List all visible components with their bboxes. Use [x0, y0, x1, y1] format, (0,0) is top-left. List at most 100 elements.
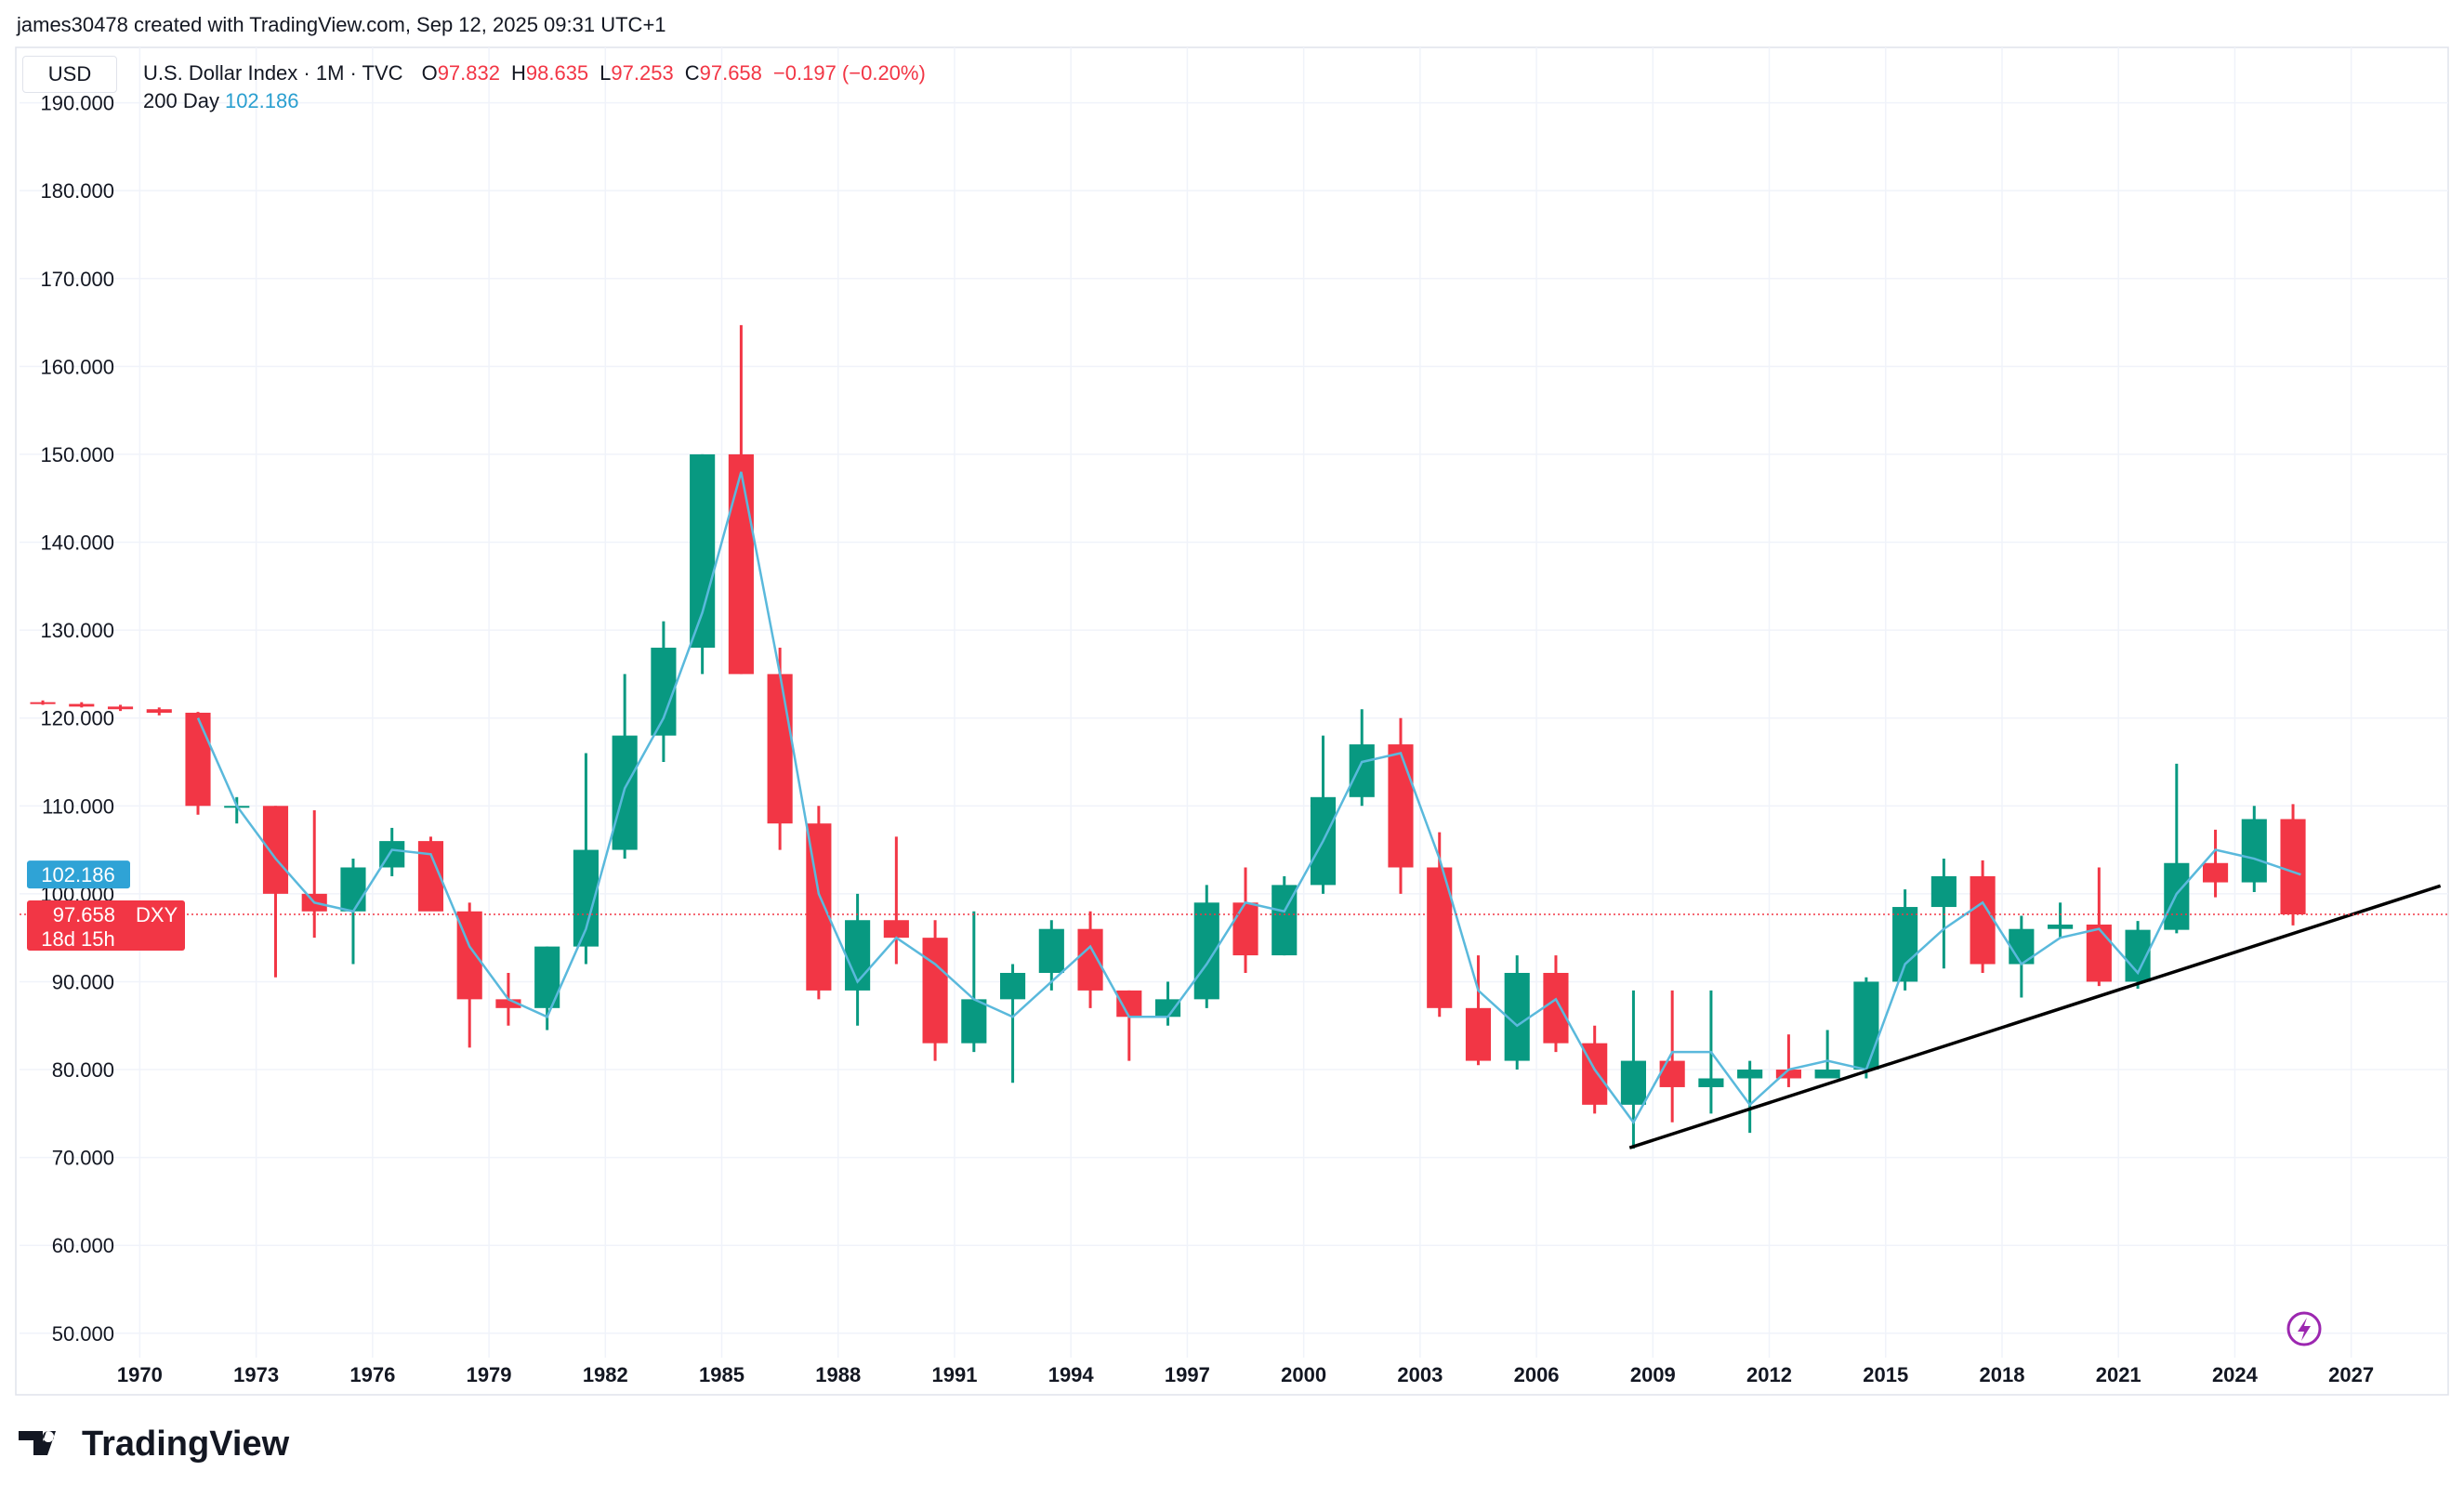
ohlc-value: 97.658 [699, 61, 762, 85]
candle-body [30, 702, 56, 704]
ohlc-value: 97.832 [437, 61, 500, 85]
candle-body [690, 453, 716, 649]
x-tick-label: 2024 [2212, 1363, 2259, 1386]
y-tick-label: 150.000 [40, 443, 114, 466]
x-tick-label: 2018 [1979, 1363, 2024, 1386]
ohlc-label: H [510, 61, 526, 85]
countdown: 18d 15h [41, 927, 115, 951]
grid [20, 47, 2448, 1358]
ohlc-value: 97.253 [611, 61, 674, 85]
ohlc-value: 98.635 [525, 61, 589, 85]
candle-body [1077, 928, 1103, 991]
ohlc-label: O [421, 61, 438, 85]
candle-body [845, 920, 871, 991]
y-tick-label: 140.000 [40, 532, 114, 555]
ma-tag [27, 860, 130, 889]
y-tick-label: 170.000 [40, 268, 114, 291]
chart-frame [15, 46, 2449, 1396]
x-tick-label: 1985 [699, 1363, 744, 1386]
x-tick-label: 2003 [1397, 1363, 1443, 1386]
symbol-legend: U.S. Dollar Index · 1M · TVC O 97.832 H 98.… [143, 61, 926, 85]
brand: TradingView [82, 1425, 290, 1464]
candle-body [1970, 875, 1996, 965]
ma-value: 102.186 [224, 89, 299, 112]
candle-body [1038, 928, 1064, 973]
ma-name: 200 Day [143, 89, 219, 112]
candle-body [495, 999, 521, 1008]
y-tick-label: 180.000 [40, 179, 114, 203]
credit: james30478 created with TradingView.com,… [17, 13, 666, 36]
candle-body [107, 706, 134, 710]
x-tick-label: 1988 [815, 1363, 861, 1386]
candle-body [1154, 999, 1181, 1018]
candle-body [1543, 972, 1569, 1044]
candle-body [340, 867, 366, 912]
candle-body [728, 453, 754, 675]
x-tick-label: 2009 [1630, 1363, 1676, 1386]
ma-legend: 200 Day 102.186 [143, 89, 298, 113]
ma-line [196, 471, 2301, 1125]
price-tag-value: 97.658 [53, 903, 115, 926]
candle-body [922, 938, 948, 1044]
axes: 50.00060.00070.00080.00090.000100.000110… [27, 92, 2374, 1386]
y-tick-label: 160.000 [40, 355, 114, 378]
ma-tag-label: 102.186 [41, 863, 115, 886]
ohlc-label: L [600, 61, 612, 85]
candle-body [961, 999, 987, 1044]
x-tick-label: 1994 [1048, 1363, 1095, 1386]
candle-body [1737, 1070, 1763, 1079]
candle-body [612, 735, 638, 850]
candle-body [1116, 990, 1142, 1018]
candle-body [1620, 1060, 1647, 1105]
candle-body [883, 920, 909, 939]
x-tick-label: 2015 [1863, 1363, 1908, 1386]
x-tick-label: 1997 [1165, 1363, 1210, 1386]
x-tick-label: 2012 [1746, 1363, 1792, 1386]
price-tag [27, 900, 185, 952]
ohlc-label: C [684, 61, 700, 85]
currency: USD [47, 62, 92, 85]
price-tag-symbol: DXY [136, 903, 178, 926]
y-tick-label: 190.000 [40, 92, 114, 115]
candle-body [2202, 862, 2229, 883]
candle-body [1775, 1070, 1801, 1079]
alert-icon[interactable] [2286, 1311, 2322, 1346]
x-tick-label: 1976 [349, 1363, 395, 1386]
candle-body [1465, 1007, 1492, 1061]
y-tick-label: 90.000 [52, 970, 114, 993]
candle-body [1349, 744, 1375, 797]
trendline [1628, 884, 2442, 1149]
y-tick-label: 50.000 [52, 1322, 114, 1346]
candle-body [69, 703, 95, 707]
currency-button[interactable]: USD [22, 56, 117, 93]
x-tick-label: 2000 [1281, 1363, 1326, 1386]
candle-body [146, 709, 172, 714]
x-tick-label: 1991 [931, 1363, 977, 1386]
candle-body [2280, 819, 2306, 915]
candle-body [1388, 744, 1414, 868]
y-tick-label: 130.000 [40, 619, 114, 642]
candle-body [1853, 981, 1879, 1070]
candle-body [1232, 902, 1258, 956]
candle-body [1814, 1070, 1840, 1079]
x-tick-label: 1979 [467, 1363, 512, 1386]
plot [20, 324, 2448, 1149]
candle-body [185, 713, 211, 807]
y-tick-label: 110.000 [42, 794, 114, 818]
candle-body [651, 648, 677, 736]
candle-body [2086, 924, 2112, 982]
candle-body [1892, 907, 1918, 982]
x-tick-label: 1973 [233, 1363, 279, 1386]
y-tick-label: 60.000 [52, 1234, 114, 1257]
candle-body [767, 674, 793, 824]
candle-body [1659, 1060, 1685, 1087]
x-tick-label: 2027 [2328, 1363, 2374, 1386]
candle-body [1000, 972, 1026, 1000]
y-tick-label: 120.000 [40, 707, 114, 730]
x-tick-label: 1970 [117, 1363, 163, 1386]
candle-body [2241, 819, 2267, 883]
candle-body [262, 806, 289, 894]
y-tick-label: 80.000 [52, 1058, 114, 1082]
